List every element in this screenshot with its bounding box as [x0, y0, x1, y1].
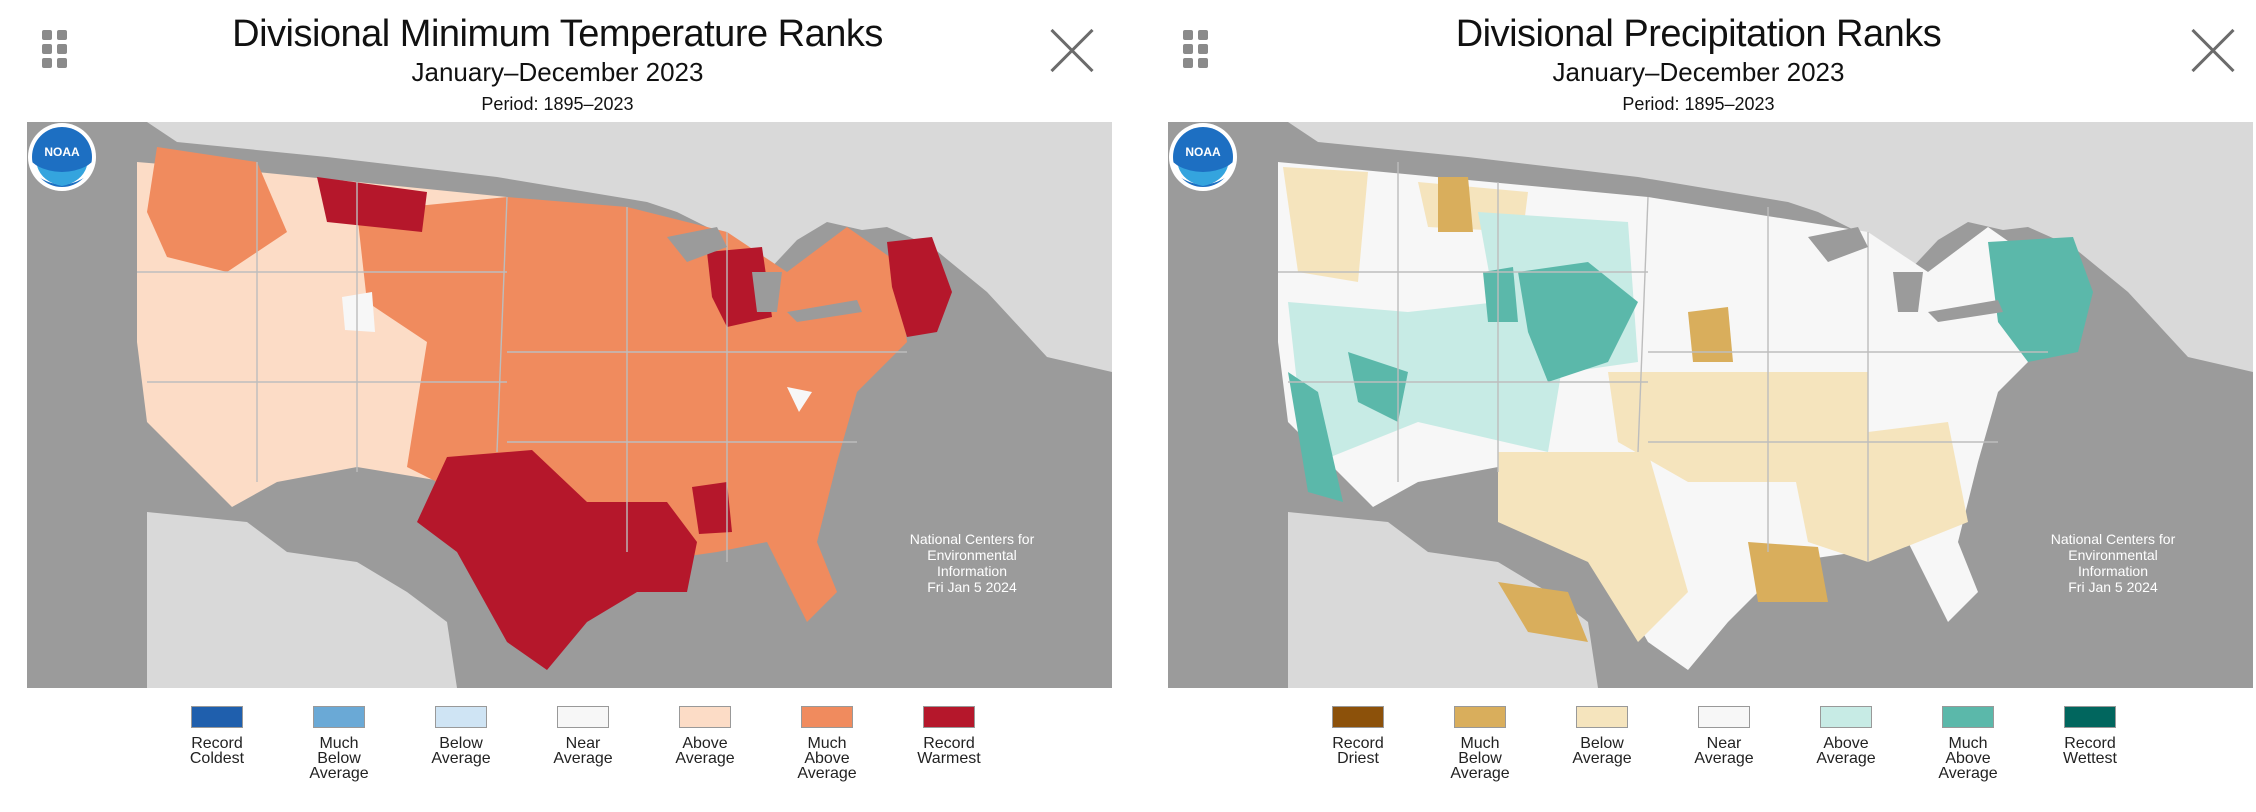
legend-label: Record Driest: [1332, 735, 1384, 767]
legend-swatch: [313, 706, 365, 728]
legend-item-much-below: Much Below Average: [1420, 706, 1540, 782]
legend-item-record-coldest: Record Coldest: [157, 706, 277, 767]
us-climate-division-map: NOAA National Centers for Environmental …: [1168, 122, 2253, 688]
legend-label: Record Wettest: [2063, 735, 2117, 767]
legend-label: Below Average: [431, 735, 491, 767]
legend-swatch: [923, 706, 975, 728]
legend-item-below: Below Average: [1542, 706, 1662, 767]
svg-text:NOAA: NOAA: [44, 145, 80, 159]
drag-handle-icon[interactable]: [1183, 30, 1213, 68]
legend-swatch: [435, 706, 487, 728]
map-period: Period: 1895–2023: [1622, 94, 1775, 114]
legend-swatch: [1942, 706, 1994, 728]
legend-label: Much Above Average: [797, 735, 857, 782]
legend-label: Near Average: [1694, 735, 1754, 767]
min-temperature-panel: Divisional Minimum Temperature Ranks Jan…: [0, 0, 1115, 812]
svg-text:NOAA: NOAA: [1185, 145, 1221, 159]
legend-label: Above Average: [675, 735, 735, 767]
map-legend: Record Driest Much Below Average Below Avera…: [1298, 706, 2138, 796]
legend-item-much-above: Much Above Average: [1908, 706, 2028, 782]
map-subtitle: January–December 2023: [1552, 57, 1845, 87]
legend-item-record-warmest: Record Warmest: [889, 706, 1009, 767]
legend-item-near: Near Average: [523, 706, 643, 767]
map-credit: National Centers for Environmental Infor…: [2050, 531, 2176, 595]
legend-label: Near Average: [553, 735, 613, 767]
legend-item-much-above: Much Above Average: [767, 706, 887, 782]
legend-swatch: [2064, 706, 2116, 728]
noaa-logo-icon: NOAA: [1169, 123, 1237, 191]
legend-swatch: [191, 706, 243, 728]
legend-swatch: [1332, 706, 1384, 728]
legend-item-above: Above Average: [645, 706, 765, 767]
legend-label: Much Below Average: [1450, 735, 1510, 782]
legend-label: Above Average: [1816, 735, 1876, 767]
legend-swatch: [1454, 706, 1506, 728]
map-period: Period: 1895–2023: [481, 94, 634, 114]
map-subtitle: January–December 2023: [411, 57, 704, 87]
map-credit: National Centers for Environmental Infor…: [909, 531, 1035, 595]
legend-swatch: [557, 706, 609, 728]
legend-label: Record Warmest: [917, 735, 981, 767]
drag-handle-icon[interactable]: [42, 30, 72, 68]
legend-swatch: [1576, 706, 1628, 728]
legend-item-record-driest: Record Driest: [1298, 706, 1418, 767]
map-title: Divisional Minimum Temperature Ranks: [232, 13, 883, 55]
legend-label: Below Average: [1572, 735, 1632, 767]
map-legend: Record Coldest Much Below Average Below Aver…: [157, 706, 997, 796]
legend-label: Much Below Average: [309, 735, 369, 782]
legend-item-near: Near Average: [1664, 706, 1784, 767]
legend-label: Much Above Average: [1938, 735, 1998, 782]
legend-swatch: [801, 706, 853, 728]
legend-swatch: [1820, 706, 1872, 728]
legend-swatch: [679, 706, 731, 728]
legend-label: Record Coldest: [189, 735, 245, 767]
noaa-logo-icon: NOAA: [28, 123, 96, 191]
legend-item-record-wettest: Record Wettest: [2030, 706, 2150, 767]
map-title: Divisional Precipitation Ranks: [1455, 13, 1942, 55]
us-climate-division-map: NOAA National Centers for Environmental …: [27, 122, 1112, 688]
legend-item-below: Below Average: [401, 706, 521, 767]
legend-item-above: Above Average: [1786, 706, 1906, 767]
legend-swatch: [1698, 706, 1750, 728]
legend-item-much-below: Much Below Average: [279, 706, 399, 782]
precipitation-panel: Divisional Precipitation Ranks January–D…: [1141, 0, 2256, 812]
